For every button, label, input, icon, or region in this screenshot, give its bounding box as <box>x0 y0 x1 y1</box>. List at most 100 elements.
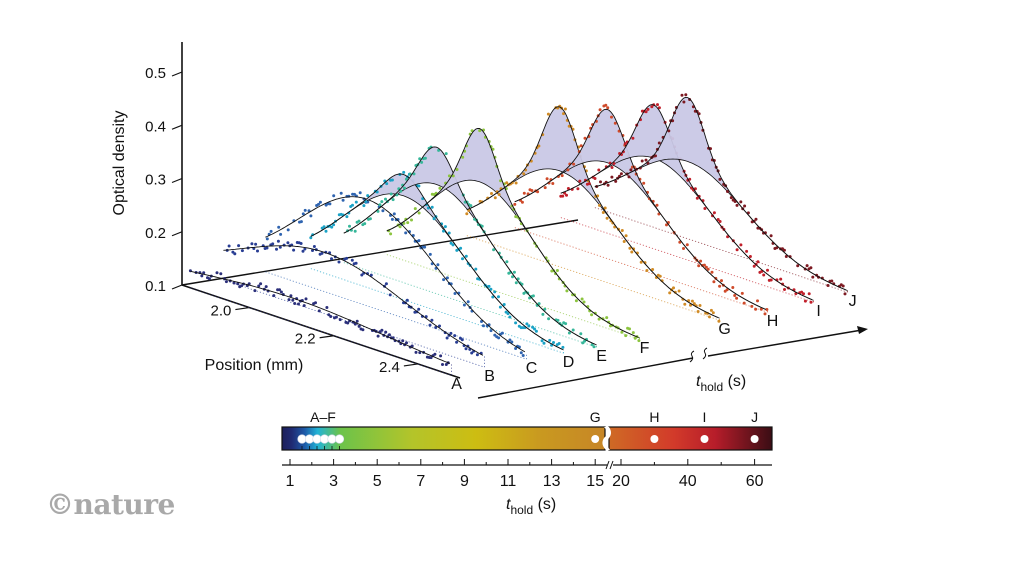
colorbar-marker-label: I <box>703 409 707 425</box>
data-point <box>534 329 538 333</box>
data-point <box>682 247 685 250</box>
colorbar-tick-label: 15 <box>586 473 604 490</box>
data-point <box>399 189 403 193</box>
colorbar-tick-label: 3 <box>329 473 338 490</box>
data-point <box>726 190 729 193</box>
axes <box>181 42 868 399</box>
fit-line-D <box>310 173 563 350</box>
data-point <box>237 244 241 248</box>
colorbar-title-t: t <box>506 496 511 513</box>
data-point <box>809 300 813 304</box>
data-point <box>417 184 421 188</box>
data-point <box>279 290 283 294</box>
data-point <box>499 179 503 183</box>
data-point <box>401 339 405 343</box>
colorbar-tick-label: 1 <box>286 473 295 490</box>
data-point <box>497 193 501 196</box>
data-point <box>533 327 536 331</box>
data-point <box>606 106 610 110</box>
data-point <box>756 299 759 303</box>
data-point <box>537 144 541 148</box>
x-ticks: 2.0 2.2 2.4 <box>211 303 418 376</box>
colorbar-tick-label: 40 <box>679 473 697 490</box>
data-point <box>505 260 509 264</box>
data-point <box>843 292 847 296</box>
data-point <box>688 177 692 181</box>
data-point <box>376 334 380 338</box>
data-point <box>224 280 228 284</box>
y-tick-label: 0.1 <box>145 278 166 295</box>
data-point <box>297 302 300 306</box>
data-point <box>338 318 342 322</box>
data-point <box>489 329 493 333</box>
z-axis-title-sub: hold <box>700 380 723 394</box>
data-point <box>546 112 550 116</box>
data-point <box>460 338 464 342</box>
data-point <box>735 203 739 207</box>
data-point <box>706 267 710 271</box>
data-point <box>304 297 308 301</box>
data-point <box>678 240 682 244</box>
data-point <box>581 341 585 345</box>
data-point <box>604 103 608 107</box>
data-point <box>540 339 544 343</box>
data-point <box>254 242 258 246</box>
condensate-fill-G <box>513 106 606 213</box>
data-point <box>498 305 502 309</box>
data-point <box>207 277 211 281</box>
data-point <box>417 211 421 215</box>
data-point <box>720 279 723 283</box>
data-point <box>423 156 427 160</box>
data-point <box>351 203 354 207</box>
data-point <box>841 284 845 288</box>
fit-line-G <box>466 106 719 318</box>
data-point <box>253 289 257 293</box>
data-point <box>358 191 362 195</box>
data-point <box>363 222 367 226</box>
data-point <box>418 157 422 161</box>
z-axis-break-icon <box>689 347 708 363</box>
data-point <box>556 318 560 322</box>
data-point <box>519 351 523 355</box>
back-axis <box>181 219 579 286</box>
data-point <box>782 248 786 252</box>
data-point <box>345 256 349 260</box>
data-point <box>561 194 565 198</box>
series-E <box>343 145 597 349</box>
data-point <box>322 225 326 229</box>
data-point <box>668 291 672 295</box>
data-point <box>590 313 594 317</box>
data-point <box>392 212 396 216</box>
data-point <box>733 200 737 203</box>
data-point <box>557 342 561 345</box>
colorbar-marker <box>750 435 759 443</box>
data-point <box>464 347 468 351</box>
x-tick <box>235 306 250 311</box>
data-point <box>522 172 526 176</box>
z-axis-title-t: t <box>696 373 701 390</box>
data-point <box>353 229 357 233</box>
colorbar-tick-label: 11 <box>500 473 517 490</box>
data-point <box>412 172 416 176</box>
data-point <box>430 318 434 322</box>
data-point <box>493 290 497 294</box>
data-point <box>642 181 646 185</box>
data-point <box>345 215 349 219</box>
data-point <box>390 217 394 221</box>
data-point <box>620 330 624 334</box>
data-point <box>354 261 358 265</box>
series-H <box>513 103 769 316</box>
series-B <box>223 239 484 357</box>
data-point <box>451 174 455 178</box>
data-point <box>624 334 628 338</box>
data-point <box>784 255 788 258</box>
data-point <box>502 303 506 306</box>
data-point <box>809 266 813 270</box>
data-point <box>571 328 575 332</box>
data-point <box>332 194 336 198</box>
data-point <box>289 294 293 298</box>
data-point <box>567 331 571 335</box>
data-point <box>654 154 657 158</box>
colorbar-ticks: 1 3 5 7 9 11 13 15 20 40 60 <box>286 459 764 490</box>
data-point <box>293 302 297 305</box>
